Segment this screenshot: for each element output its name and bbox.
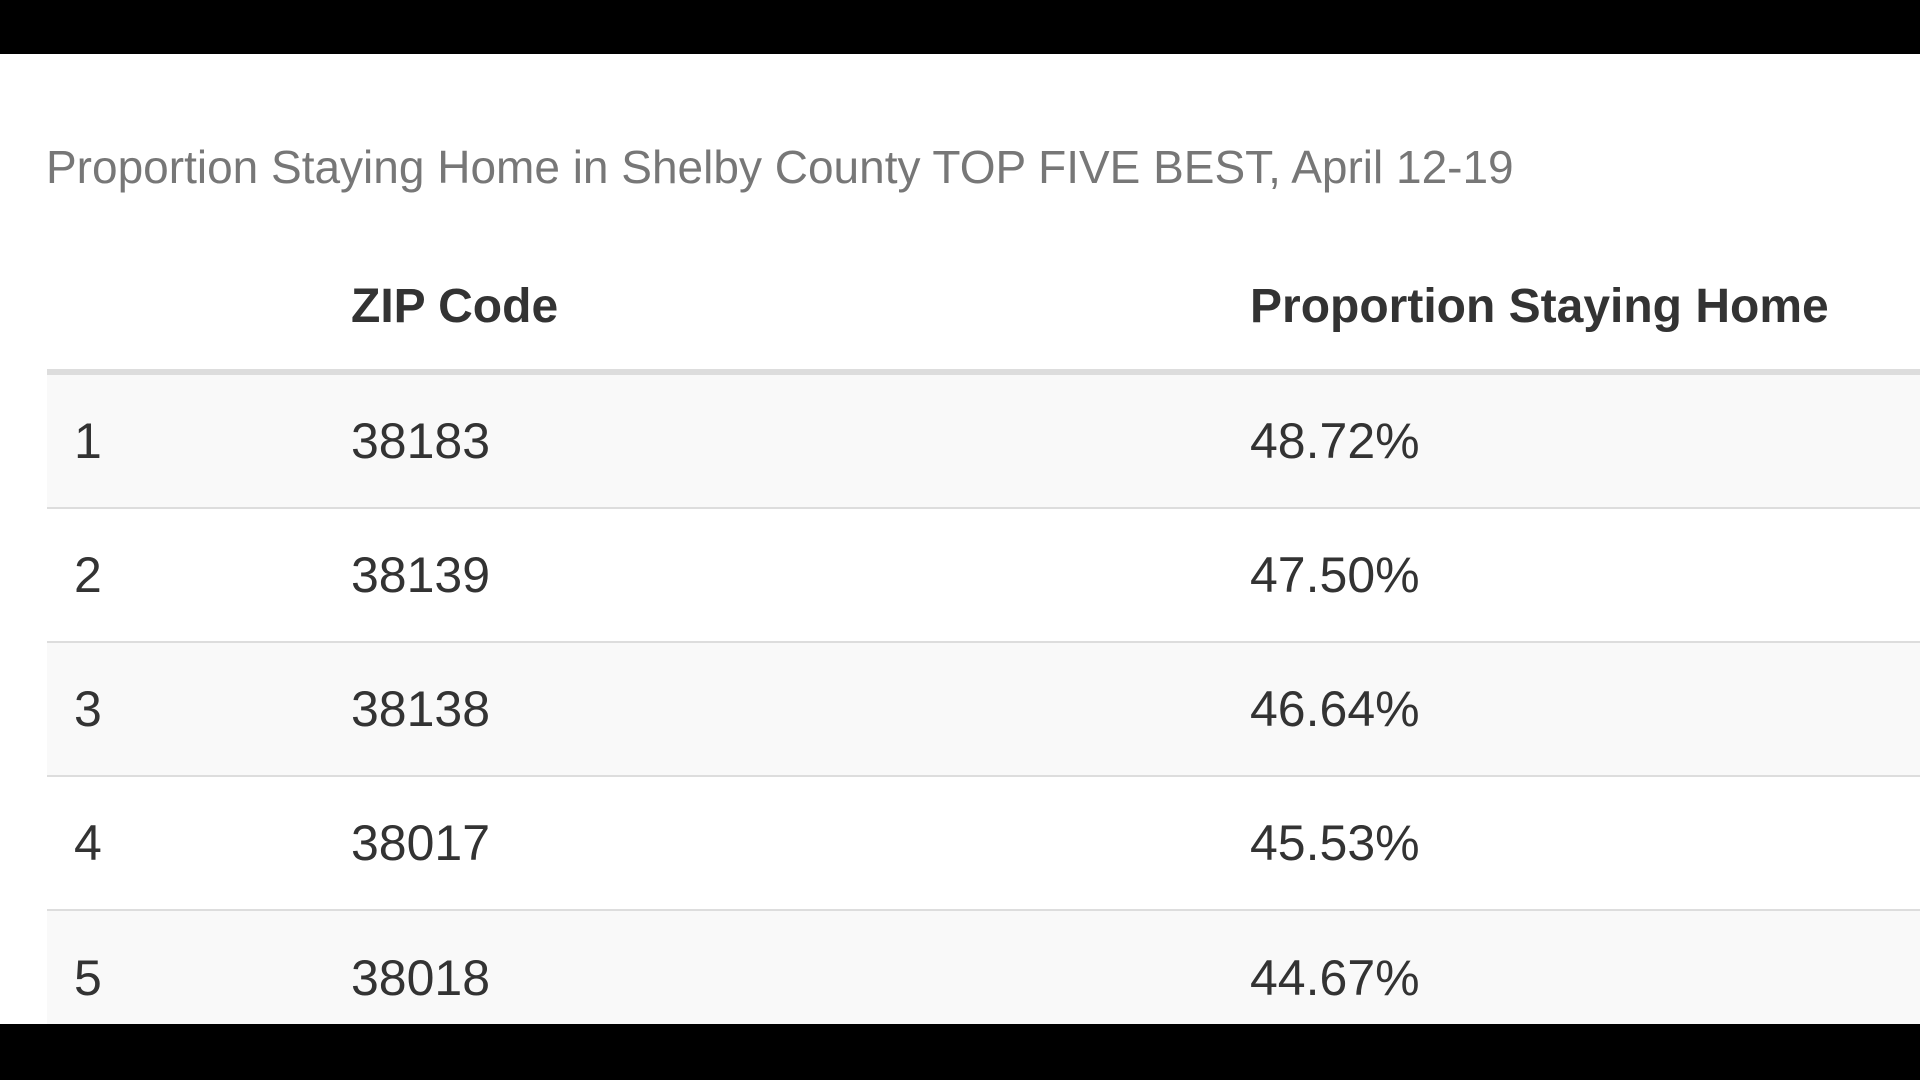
table-panel: Proportion Staying Home in Shelby County…	[0, 54, 1920, 1024]
proportion-cell: 44.67%	[1250, 950, 1420, 1006]
zip-cell: 38018	[351, 950, 491, 1006]
table-row: 4 38017 45.53%	[47, 777, 1920, 911]
header-zip-code: ZIP Code	[351, 280, 559, 333]
rank-cell: 4	[74, 815, 102, 871]
table-row: 1 38183 48.72%	[47, 375, 1920, 509]
header-proportion: Proportion Staying Home	[1250, 280, 1829, 333]
table-caption: Proportion Staying Home in Shelby County…	[46, 141, 1514, 193]
rank-cell: 3	[74, 681, 102, 737]
proportion-cell: 46.64%	[1250, 681, 1420, 737]
zip-cell: 38138	[351, 681, 491, 737]
zip-cell: 38139	[351, 547, 491, 603]
proportion-cell: 47.50%	[1250, 547, 1420, 603]
proportion-cell: 48.72%	[1250, 413, 1420, 469]
table-row: 2 38139 47.50%	[47, 509, 1920, 643]
table-row: 3 38138 46.64%	[47, 643, 1920, 777]
rank-cell: 2	[74, 547, 102, 603]
rank-cell: 5	[74, 950, 102, 1006]
table-row: 5 38018 44.67%	[47, 911, 1920, 1024]
proportion-cell: 45.53%	[1250, 815, 1420, 871]
data-table: ZIP Code Proportion Staying Home 1 38183…	[47, 244, 1920, 1024]
zip-cell: 38183	[351, 413, 491, 469]
rank-cell: 1	[74, 413, 102, 469]
zip-cell: 38017	[351, 815, 491, 871]
table-header-row: ZIP Code Proportion Staying Home	[47, 244, 1920, 375]
